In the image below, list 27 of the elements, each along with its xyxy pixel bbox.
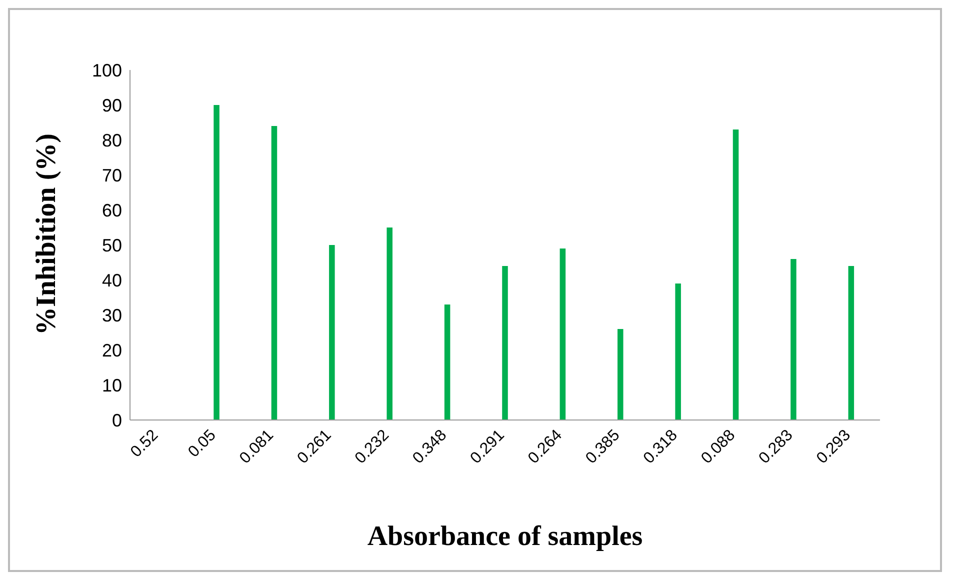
- y-tick-label: 0: [112, 410, 122, 430]
- bar: [848, 266, 854, 420]
- bar: [732, 130, 739, 420]
- bar: [502, 266, 508, 420]
- y-axis-title: %Inhibition (%): [30, 134, 62, 335]
- bar: [790, 259, 796, 420]
- y-tick-label: 30: [102, 305, 122, 326]
- bar: [386, 228, 392, 420]
- x-tick-label: 0.05: [185, 426, 220, 461]
- x-axis-title: Absorbance of samples: [367, 521, 643, 552]
- y-tick-label: 10: [102, 375, 122, 396]
- y-tick-label: 100: [92, 60, 122, 80]
- bar: [560, 248, 566, 420]
- y-tick-label: 20: [102, 340, 122, 360]
- y-tick-label: 40: [102, 270, 122, 290]
- bar: [214, 105, 220, 420]
- x-tick-label: 0.52: [128, 426, 162, 461]
- bar: [618, 329, 624, 420]
- y-tick-label: 50: [102, 235, 122, 256]
- y-tick-label: 90: [102, 95, 122, 116]
- y-tick-label: 60: [102, 200, 122, 220]
- y-tick-label: 70: [102, 165, 122, 186]
- bar: [271, 126, 278, 420]
- bar: [675, 284, 681, 420]
- bar: [444, 304, 450, 420]
- y-tick-label: 80: [102, 130, 122, 150]
- bar: [329, 245, 335, 420]
